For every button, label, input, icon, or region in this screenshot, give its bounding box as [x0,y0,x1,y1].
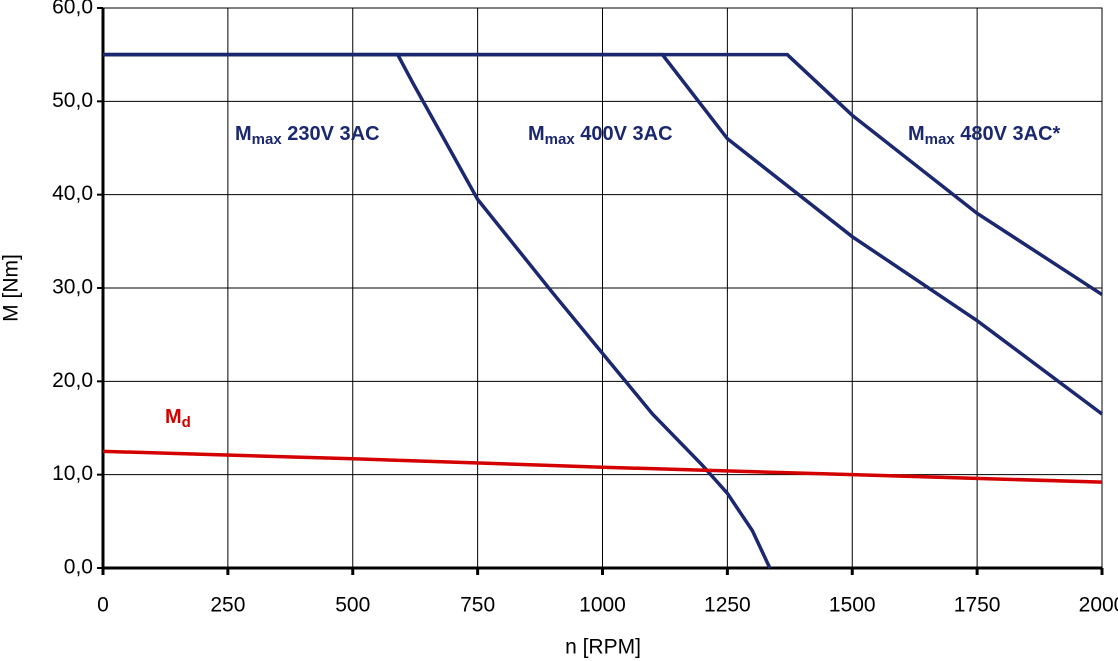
x-tick-label: 1000 [579,594,626,617]
y-tick-label: 10,0 [52,462,93,485]
y-tick-label: 30,0 [52,276,93,299]
label-base: M [908,123,925,145]
x-tick-label: 750 [460,594,495,617]
line [103,52,1103,297]
label-sub: max [252,131,283,148]
y-tick-label: 0,0 [64,556,93,579]
line [102,449,1103,484]
y-tick-label: 40,0 [52,182,93,205]
label-sub: max [925,131,956,148]
label-base: M [165,406,182,428]
line [103,52,772,569]
x-tick-label: 500 [335,594,370,617]
x-tick-label: 1500 [829,594,876,617]
y-tick-label: 50,0 [52,89,93,112]
series-label: Mmax 400V 3AC [528,123,673,148]
label-text: 480V 3AC* [955,123,1061,145]
x-tick-label: 250 [210,594,245,617]
x-tick-label: 1250 [704,594,751,617]
series-label: Mmax 230V 3AC [235,123,380,148]
x-axis-label: n [RPM] [565,636,641,659]
label-text: 230V 3AC [282,123,380,145]
y-tick-label: 60,0 [52,0,93,19]
x-tick-label: 0 [97,594,109,617]
label-text: 400V 3AC [575,123,673,145]
x-tick-label: 1750 [954,594,1001,617]
y-tick-label: 20,0 [52,369,93,392]
x-tick-label: 2000 [1079,594,1118,617]
series-label: Mmax 480V 3AC* [908,123,1061,148]
series-label: Md [165,406,191,431]
label-base: M [528,123,545,145]
label-sub: max [545,131,576,148]
label-base: M [235,123,252,145]
y-axis-label: M [Nm] [0,254,23,322]
label-sub: d [182,414,191,431]
